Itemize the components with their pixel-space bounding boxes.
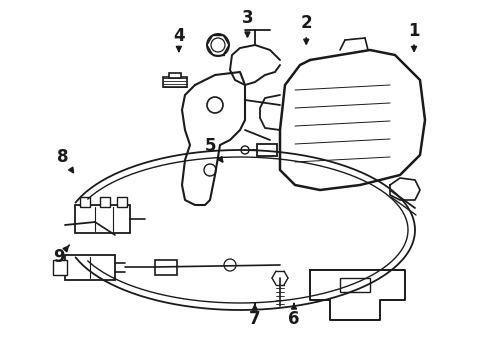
Text: 9: 9 <box>53 245 69 266</box>
Bar <box>257 144 277 156</box>
Bar <box>100 197 110 207</box>
Bar <box>117 197 127 207</box>
Text: 8: 8 <box>57 148 74 172</box>
Bar <box>163 77 187 87</box>
Bar <box>155 260 177 275</box>
Text: 1: 1 <box>408 22 420 51</box>
Text: 5: 5 <box>205 137 222 162</box>
Text: 2: 2 <box>300 14 312 44</box>
Bar <box>75 205 130 233</box>
Text: 6: 6 <box>288 304 300 328</box>
Bar <box>80 197 90 207</box>
Bar <box>169 73 181 78</box>
Bar <box>65 255 115 280</box>
Text: 3: 3 <box>242 9 253 37</box>
Text: 4: 4 <box>173 27 185 51</box>
Bar <box>340 278 370 292</box>
Text: 7: 7 <box>249 304 261 328</box>
Bar <box>53 260 67 275</box>
